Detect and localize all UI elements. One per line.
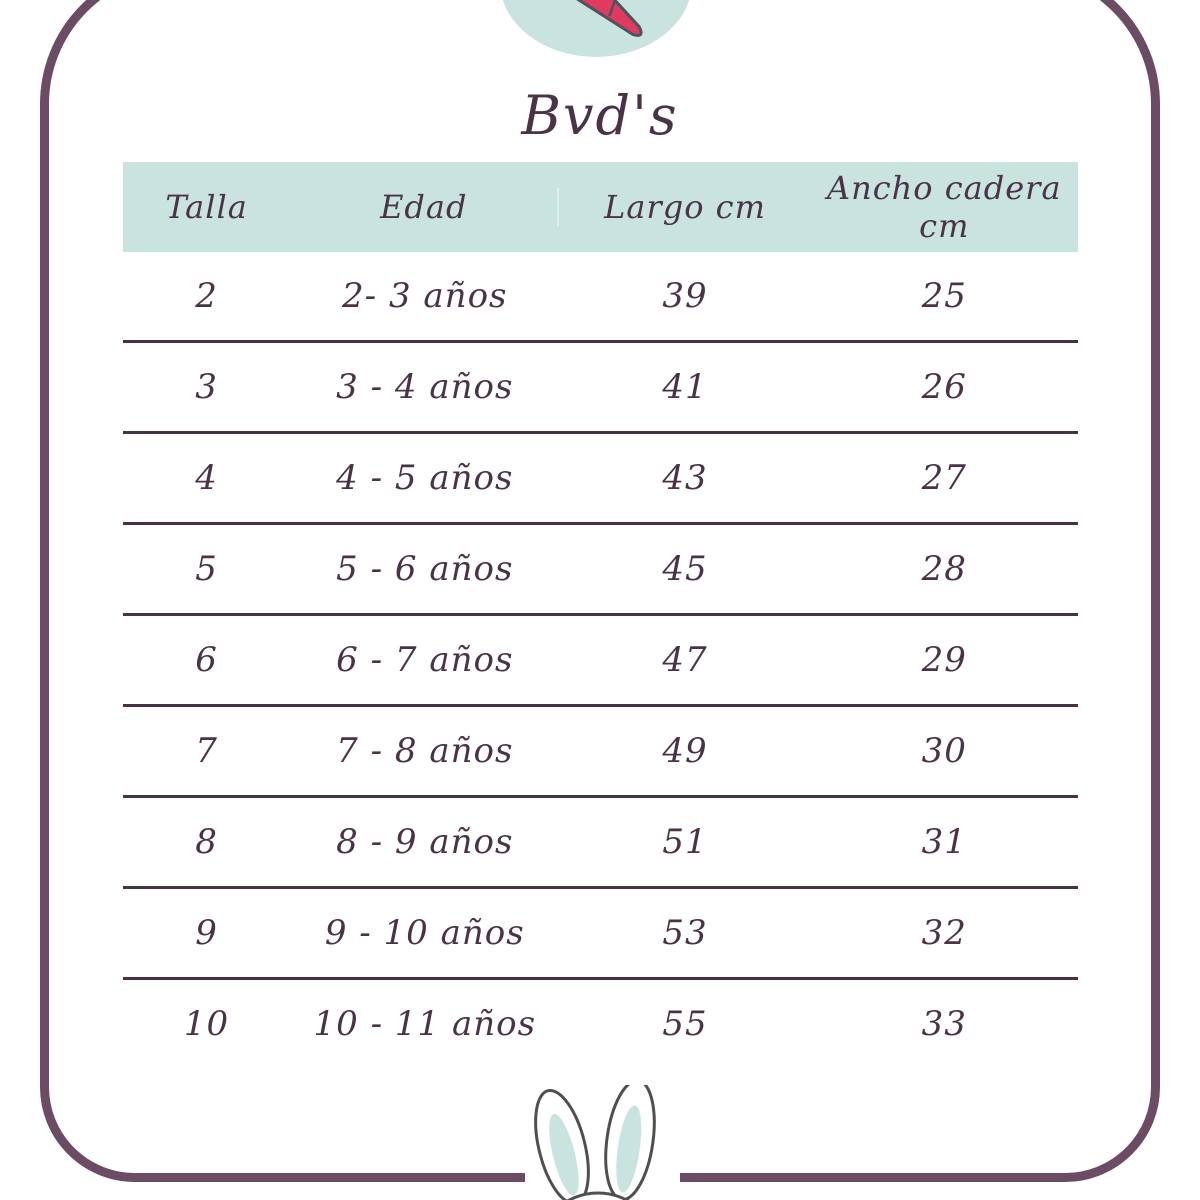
- table-cell-talla: 4: [195, 458, 218, 498]
- column-header-edad: Edad: [290, 188, 560, 226]
- table-row: 2 2- 3 años 39 25: [123, 252, 1078, 343]
- table-cell-edad: 9 - 10 años: [324, 913, 525, 953]
- table-row: 5 5 - 6 años 45 28: [123, 525, 1078, 616]
- table-cell-talla: 8: [195, 822, 218, 862]
- table-cell-ancho: 27: [921, 458, 967, 498]
- size-chart-table: Talla Edad Largo cm Ancho cadera cm 2 2-…: [123, 162, 1078, 1068]
- column-header-talla: Talla: [165, 188, 248, 226]
- table-cell-talla: 9: [195, 913, 218, 953]
- table-cell-ancho: 26: [921, 367, 967, 407]
- table-cell-largo: 53: [662, 913, 708, 953]
- column-header-largo: Largo cm: [604, 188, 766, 226]
- table-cell-edad: 3 - 4 años: [336, 367, 514, 407]
- table-row: 10 10 - 11 años 55 33: [123, 980, 1078, 1068]
- table-cell-edad: 8 - 9 años: [336, 822, 514, 862]
- table-cell-ancho: 33: [921, 1004, 967, 1044]
- table-row: 8 8 - 9 años 51 31: [123, 798, 1078, 889]
- table-cell-talla: 5: [195, 549, 218, 589]
- table-cell-edad: 5 - 6 años: [336, 549, 514, 589]
- table-cell-ancho: 29: [921, 640, 967, 680]
- table-cell-talla: 7: [195, 731, 218, 771]
- table-cell-talla: 3: [195, 367, 218, 407]
- table-cell-ancho: 30: [921, 731, 967, 771]
- table-cell-edad: 7 - 8 años: [336, 731, 514, 771]
- table-row: 7 7 - 8 años 49 30: [123, 707, 1078, 798]
- table-cell-largo: 51: [662, 822, 708, 862]
- table-cell-ancho: 25: [921, 276, 967, 316]
- table-cell-edad: 6 - 7 años: [336, 640, 514, 680]
- table-cell-largo: 45: [662, 549, 708, 589]
- size-table-body: 2 2- 3 años 39 25 3 3 - 4 años 41 26 4 4…: [123, 252, 1078, 1068]
- table-cell-ancho: 28: [921, 549, 967, 589]
- table-row: 4 4 - 5 años 43 27: [123, 434, 1078, 525]
- bunny-ears-icon: [525, 1085, 680, 1200]
- table-cell-edad: 10 - 11 años: [313, 1004, 537, 1044]
- table-row: 6 6 - 7 años 47 29: [123, 616, 1078, 707]
- table-cell-largo: 41: [662, 367, 708, 407]
- table-cell-edad: 2- 3 años: [342, 276, 508, 316]
- table-cell-largo: 43: [662, 458, 708, 498]
- table-cell-largo: 55: [662, 1004, 708, 1044]
- column-header-ancho: Ancho cadera cm: [827, 169, 1062, 245]
- page-title: Bvd's: [521, 84, 679, 147]
- table-cell-largo: 47: [662, 640, 708, 680]
- table-cell-talla: 6: [195, 640, 218, 680]
- table-row: 9 9 - 10 años 53 32: [123, 889, 1078, 980]
- carrot-icon: [502, 0, 690, 57]
- table-header-row: Talla Edad Largo cm Ancho cadera cm: [123, 162, 1078, 252]
- table-cell-talla: 2: [195, 276, 218, 316]
- table-cell-ancho: 32: [921, 913, 967, 953]
- table-cell-largo: 49: [662, 731, 708, 771]
- table-cell-edad: 4 - 5 años: [336, 458, 514, 498]
- table-cell-largo: 39: [662, 276, 708, 316]
- table-row: 3 3 - 4 años 41 26: [123, 343, 1078, 434]
- table-cell-ancho: 31: [921, 822, 967, 862]
- table-cell-talla: 10: [183, 1004, 230, 1044]
